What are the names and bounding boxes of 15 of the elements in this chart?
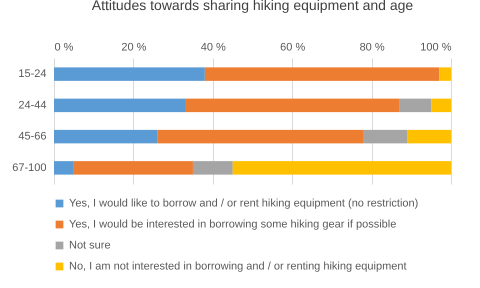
y-tick-label: 45-66 — [18, 130, 46, 143]
legend-label: Yes, I would be interested in borrowing some hiking gear if possible — [69, 218, 396, 230]
x-tick-label: 80 % — [360, 42, 385, 54]
x-tick-label: 100 % — [420, 42, 452, 54]
x-tick-label: 60 % — [280, 42, 306, 54]
legend-label: Yes, I would like to borrow and / or rent hiking equipment (no restriction) — [69, 198, 418, 210]
chart-title: Attitudes towards sharing hiking equipment and age — [92, 0, 414, 13]
legend-label: No, I am not interested in borrowing and / or renting hiking equipment — [69, 260, 407, 272]
y-tick-label: 67-100 — [12, 162, 46, 174]
x-tick-label: 40 % — [200, 42, 226, 54]
x-tick-label: 0 % — [54, 42, 74, 54]
x-tick-label: 20 % — [121, 42, 147, 54]
y-tick-label: 15-24 — [18, 68, 46, 80]
legend-label: Not sure — [69, 240, 111, 252]
y-tick-label: 24-44 — [18, 99, 46, 112]
